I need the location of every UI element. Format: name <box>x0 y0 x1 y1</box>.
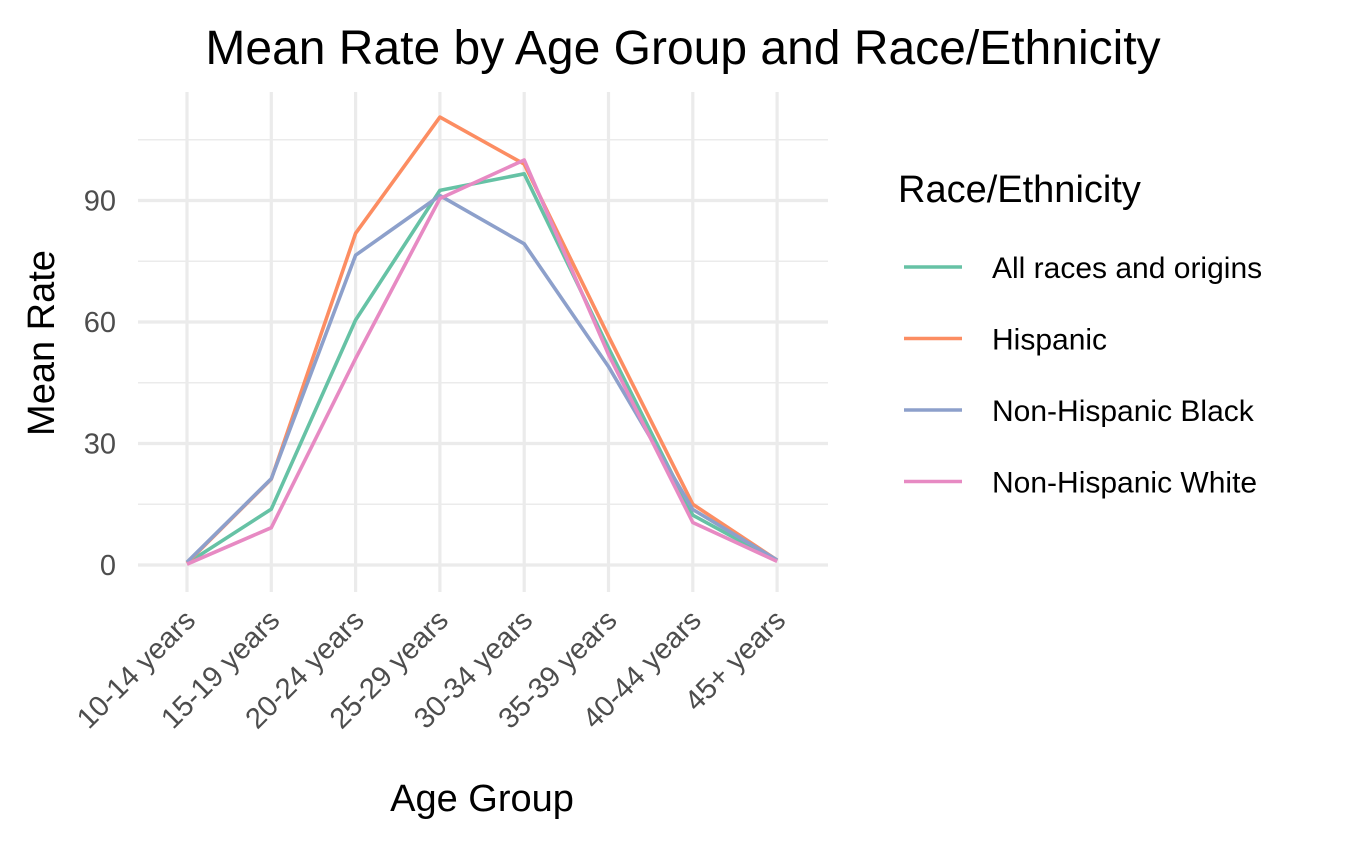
legend-label: Non-Hispanic White <box>992 467 1257 500</box>
legend-item: All races and origins <box>904 252 1262 285</box>
y-axis-title: Mean Rate <box>21 250 63 436</box>
series-line <box>185 193 779 564</box>
y-axis-ticks: 0 30 60 90 <box>84 186 116 583</box>
series-lines <box>185 115 779 566</box>
series-line <box>186 158 778 566</box>
legend-item: Non-Hispanic Black <box>904 395 1255 428</box>
y-tick-label: 60 <box>84 307 116 339</box>
legend-label: Hispanic <box>992 324 1107 357</box>
legend-title: Race/Ethnicity <box>898 169 1141 211</box>
y-tick-label: 0 <box>100 550 116 582</box>
legend-item: Non-Hispanic White <box>904 467 1257 500</box>
chart-title: Mean Rate by Age Group and Race/Ethnicit… <box>205 22 1160 75</box>
legend: Race/Ethnicity All races and origins Hisp… <box>898 169 1262 500</box>
legend-label: All races and origins <box>992 252 1262 285</box>
legend-label: Non-Hispanic Black <box>992 395 1255 428</box>
legend-item: Hispanic <box>904 324 1107 357</box>
x-axis-title: Age Group <box>390 778 574 820</box>
y-tick-label: 90 <box>84 186 116 218</box>
grid <box>138 92 828 592</box>
y-tick-label: 30 <box>84 429 116 461</box>
